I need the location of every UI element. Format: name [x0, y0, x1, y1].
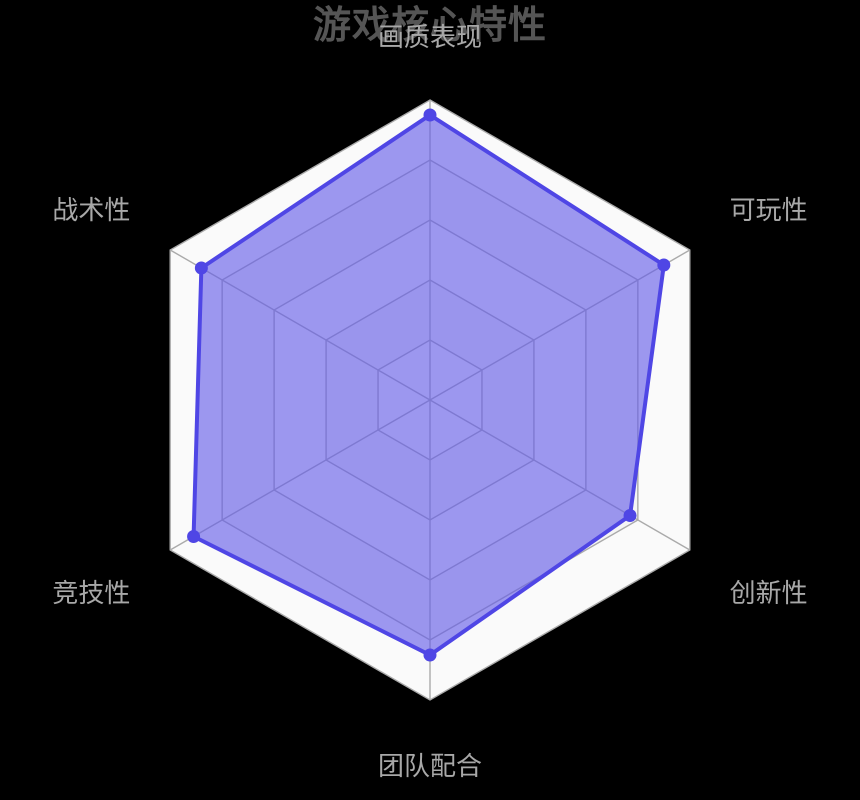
radar-axis-label-3: 创新性 — [729, 578, 808, 608]
radar-series-points[interactable] — [187, 108, 671, 662]
radar-series-fill — [193, 115, 664, 655]
radar-data-point[interactable] — [657, 258, 671, 272]
radar-data-point[interactable] — [423, 648, 437, 662]
radar-data-point[interactable] — [194, 261, 208, 275]
radar-axis-label-6: 战术性 — [52, 195, 131, 225]
radar-axis-label-4: 团队配合 — [377, 751, 483, 781]
radar-data-point[interactable] — [187, 530, 201, 543]
radar-axis-label-1: 画质表现 — [377, 22, 483, 52]
radar-axis-label-2: 可玩性 — [729, 195, 808, 225]
page-title: 游戏核心特性 — [312, 5, 547, 47]
radar-data-point[interactable] — [623, 509, 637, 522]
radar-series-area — [193, 115, 664, 655]
radar-axis-label-5: 竞技性 — [52, 578, 131, 608]
radar-data-point[interactable] — [423, 108, 437, 122]
